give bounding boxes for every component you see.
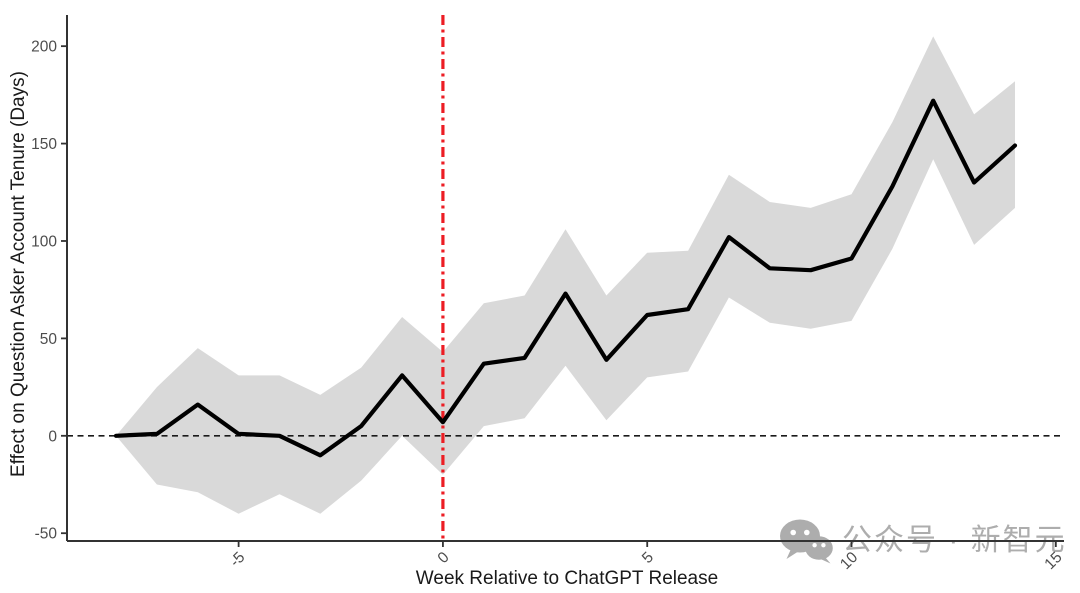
x-tick-label: 5 bbox=[639, 549, 657, 567]
y-tick-label: 200 bbox=[31, 39, 57, 56]
x-axis-title: Week Relative to ChatGPT Release bbox=[416, 568, 718, 589]
y-axis-title: Effect on Question Asker Account Tenure … bbox=[8, 71, 29, 477]
y-tick-label: 50 bbox=[40, 331, 58, 348]
y-tick-label: 0 bbox=[48, 428, 57, 445]
x-tick-label: 0 bbox=[435, 549, 453, 567]
estimate-line bbox=[113, 98, 1018, 458]
x-tick-label: -5 bbox=[227, 549, 249, 571]
y-tick-label: -50 bbox=[35, 526, 58, 543]
confidence-ribbon bbox=[116, 36, 1015, 514]
y-tick-label: 150 bbox=[31, 136, 57, 153]
x-tick-label: 10 bbox=[837, 549, 861, 573]
x-tick-label: 15 bbox=[1041, 549, 1065, 573]
y-tick-label: 100 bbox=[31, 233, 57, 250]
